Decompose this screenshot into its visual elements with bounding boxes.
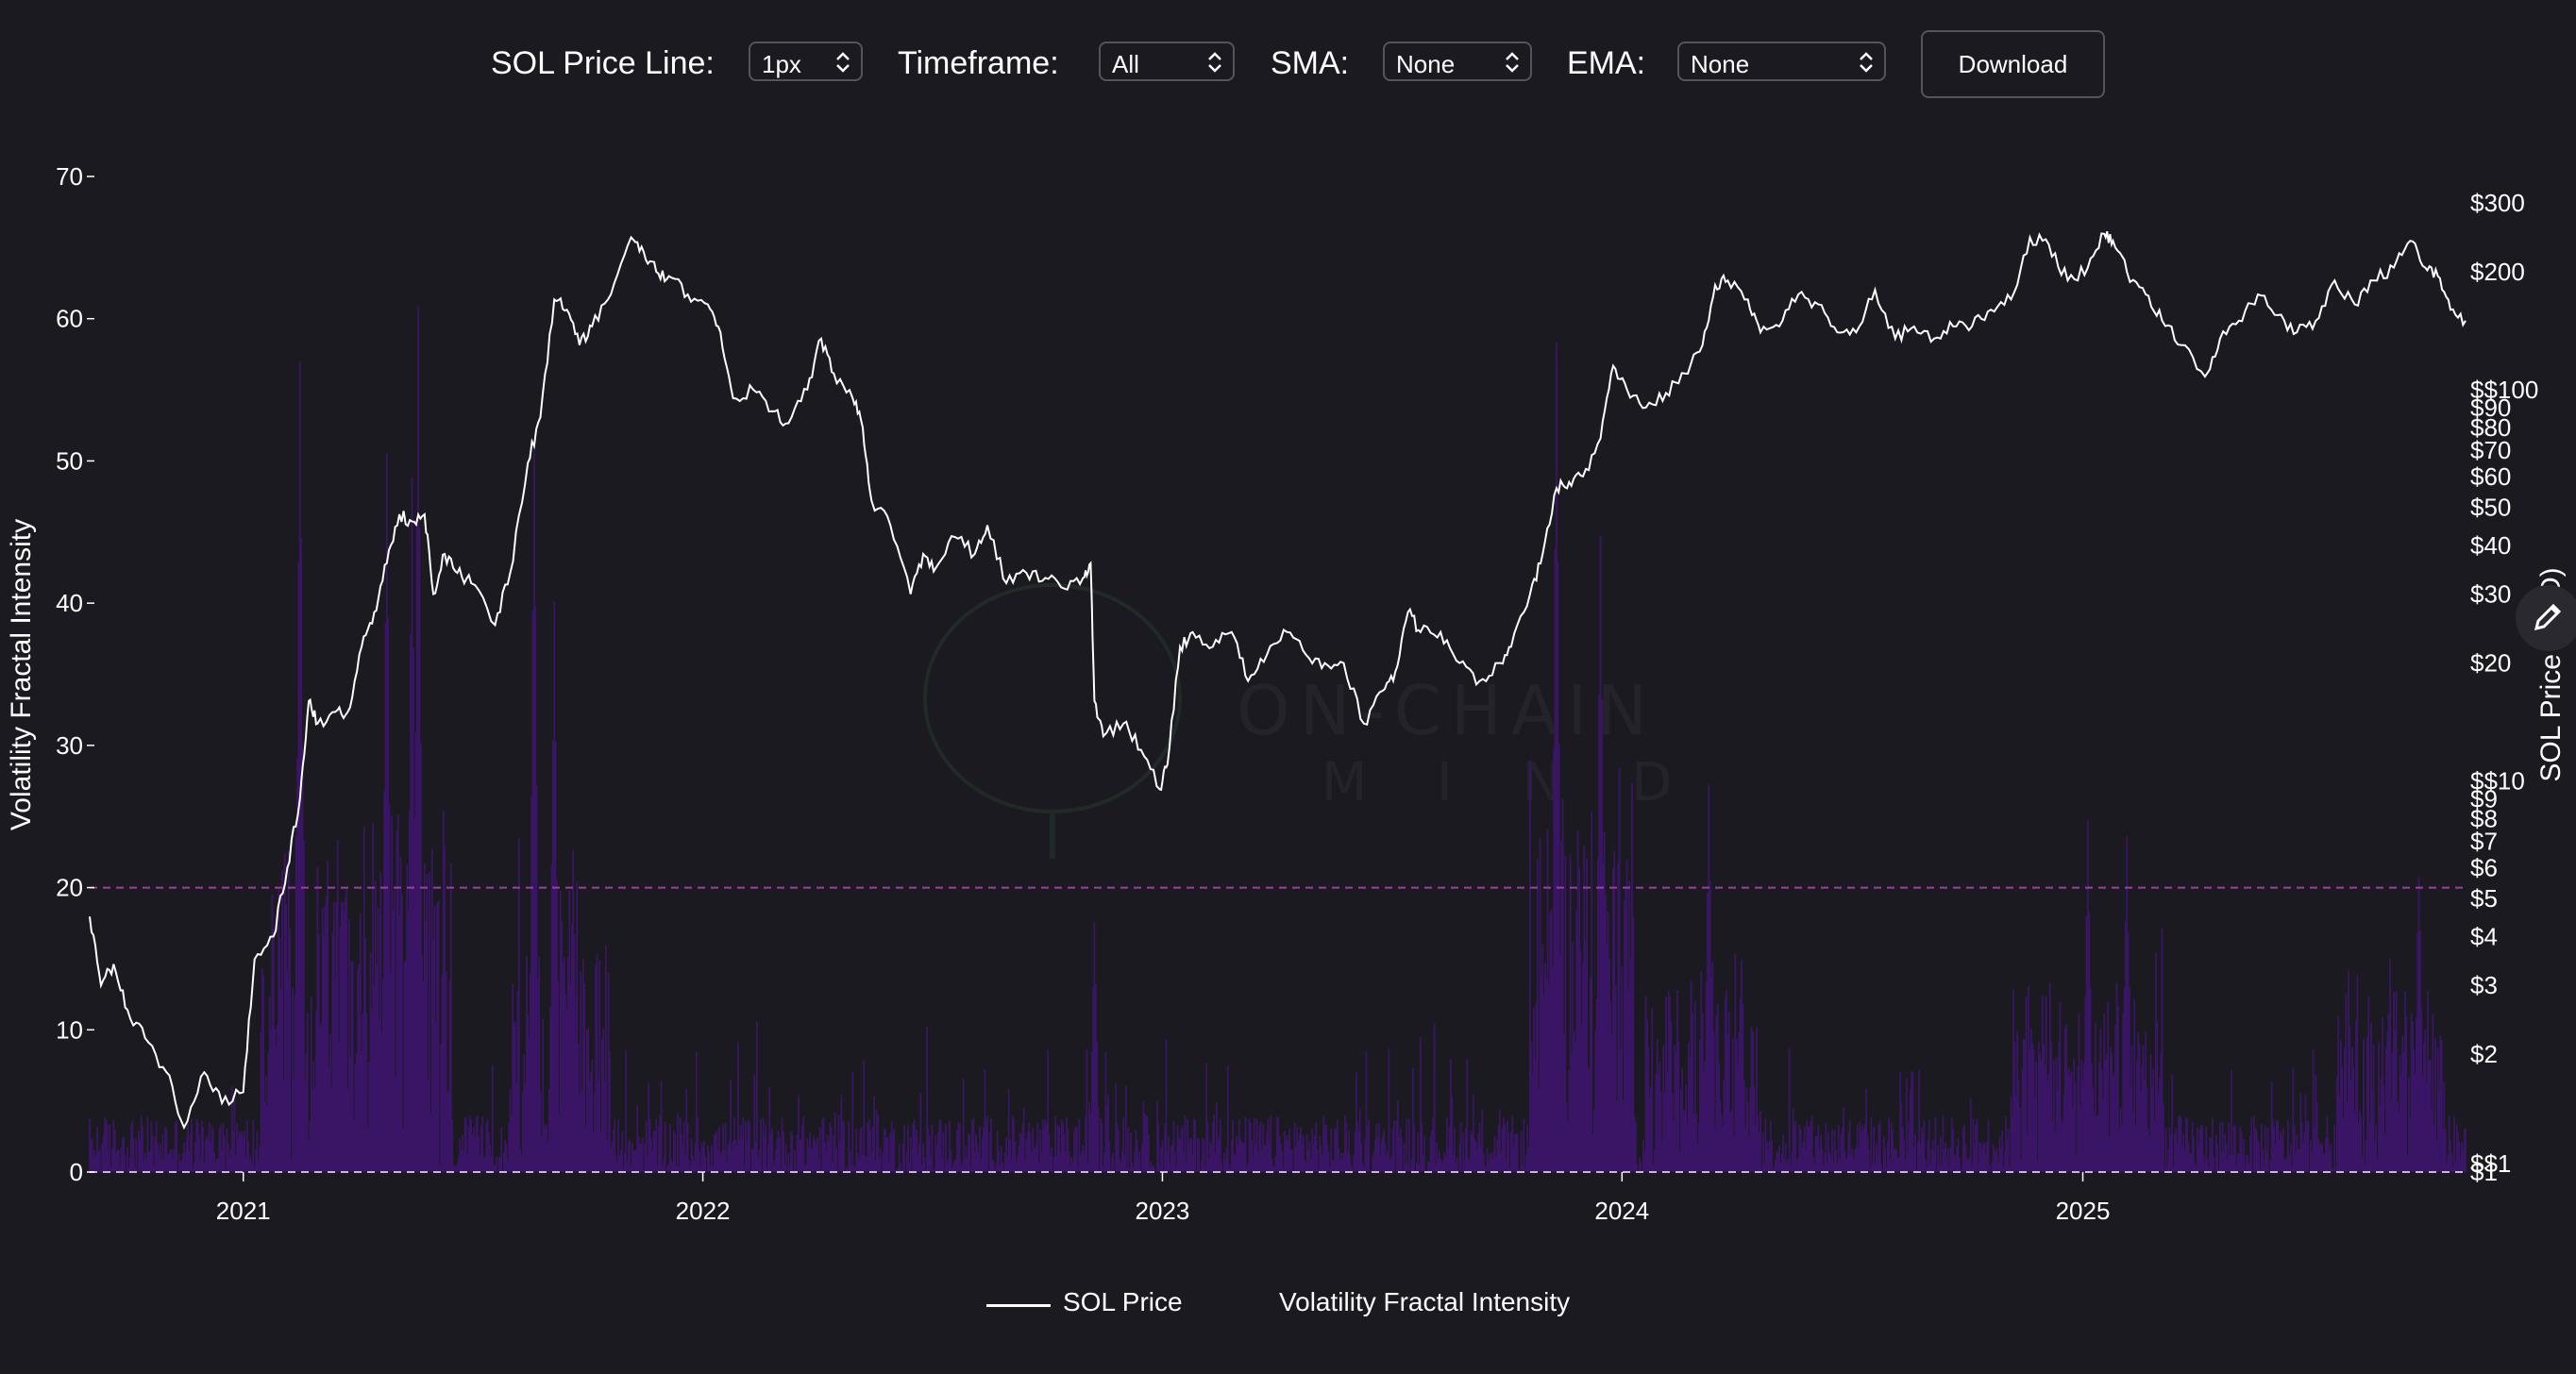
- sma-label: SMA:: [1271, 45, 1350, 81]
- left-axis-tick-label: 10: [56, 1015, 83, 1044]
- right-axis-tick-label: $50: [2470, 494, 2511, 522]
- left-axis-tick-label: 60: [56, 305, 83, 333]
- legend-price-label: SOL Price: [1063, 1287, 1183, 1316]
- ema-label: EMA:: [1567, 45, 1646, 81]
- legend-intensity-label: Volatility Fractal Intensity: [1279, 1287, 1571, 1316]
- right-axis-tick-label: $4: [2470, 922, 2498, 950]
- x-axis-tick-label: 2025: [2056, 1197, 2111, 1225]
- edit-fab-button[interactable]: [2516, 585, 2576, 651]
- right-axis-tick-label: $60: [2470, 462, 2511, 491]
- x-axis-tick-label: 2021: [216, 1197, 271, 1225]
- sma-select[interactable]: None: [1383, 42, 1532, 81]
- legend-price-swatch: [986, 1304, 1051, 1307]
- chevron-updown-icon: [1860, 52, 1873, 73]
- right-axis-tick-label: $9: [2470, 784, 2498, 813]
- price-line-label: SOL Price Line:: [491, 45, 715, 81]
- right-axis-tick-label: $1: [2470, 1158, 2498, 1186]
- chevron-updown-icon: [1208, 52, 1221, 73]
- watermark-text-line2: M I N D: [1322, 752, 1698, 813]
- left-axis-tick-label: 40: [56, 589, 83, 617]
- sol-price-line: [89, 231, 2467, 1131]
- x-axis-tick-label: 2024: [1594, 1197, 1649, 1225]
- right-axis-tick-label: $$100: [2470, 376, 2538, 404]
- left-axis-tick-label: 0: [70, 1158, 83, 1186]
- right-axis-tick-label: $3: [2470, 971, 2498, 999]
- right-axis-tick-label: $80: [2470, 413, 2511, 442]
- right-axis-tick-label: $200: [2470, 258, 2525, 286]
- timeframe-label: Timeframe:: [898, 45, 1059, 81]
- sma-value: None: [1396, 50, 1456, 78]
- right-axis-tick-label: $6: [2470, 853, 2498, 881]
- left-axis-tick-label: 50: [56, 446, 83, 475]
- right-axis-tick-label: $40: [2470, 531, 2511, 560]
- ema-select[interactable]: None: [1677, 42, 1886, 81]
- right-axis-tick-label: $20: [2470, 649, 2511, 678]
- controls-bar: SOL Price Line: 1px Timeframe: All SMA: …: [0, 28, 2576, 100]
- x-axis-tick-label: 2023: [1136, 1197, 1190, 1225]
- left-axis-tick-label: 20: [56, 874, 83, 902]
- left-axis-tick-label: 30: [56, 731, 83, 760]
- chevron-updown-icon: [1506, 52, 1519, 73]
- timeframe-value: All: [1112, 50, 1139, 78]
- right-axis-tick-label: $8: [2470, 805, 2498, 833]
- price-line-value: 1px: [762, 50, 801, 78]
- chevron-updown-icon: [836, 52, 850, 73]
- right-axis-tick-label: $300: [2470, 189, 2525, 217]
- watermark-text-line1: ON-CHAIN: [1237, 671, 1657, 750]
- pencil-icon: [2534, 603, 2562, 631]
- price-line-select[interactable]: 1px: [749, 42, 863, 81]
- x-axis-tick-label: 2022: [676, 1197, 731, 1225]
- right-axis-tick-label: $70: [2470, 436, 2511, 464]
- right-axis-tick-label: $7: [2470, 828, 2498, 856]
- right-axis-tick-label: $$10: [2470, 766, 2525, 795]
- right-axis-tick-label: $5: [2470, 884, 2498, 913]
- watermark: ON-CHAIN M I N D: [923, 583, 1698, 859]
- right-axis-tick-label: $$1: [2470, 1149, 2511, 1178]
- download-button[interactable]: Download: [1921, 30, 2105, 98]
- chart-legend: SOL Price Volatility Fractal Intensity: [0, 1283, 2576, 1331]
- watermark-brain-icon: [923, 583, 1182, 813]
- left-axis-title: Volatility Fractal Intensity: [6, 519, 37, 830]
- right-axis-tick-label: $2: [2470, 1040, 2498, 1068]
- ema-value: None: [1691, 50, 1750, 78]
- right-axis-tick-label: $90: [2470, 394, 2511, 422]
- timeframe-select[interactable]: All: [1099, 42, 1235, 81]
- left-axis-tick-label: 70: [56, 162, 83, 191]
- intensity-bars: [89, 306, 2467, 1172]
- right-axis-tick-label: $30: [2470, 580, 2511, 609]
